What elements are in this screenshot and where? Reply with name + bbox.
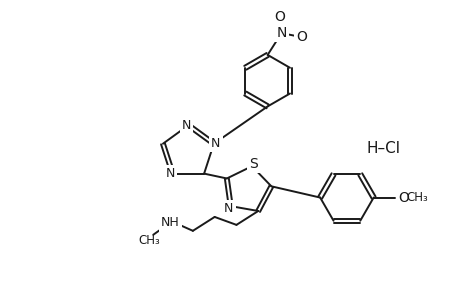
Text: N: N [166,167,175,180]
Text: O: O [295,30,306,44]
Text: O: O [397,190,408,205]
Text: H–Cl: H–Cl [366,140,400,155]
Text: CH₃: CH₃ [138,234,160,247]
Text: S: S [249,157,258,171]
Text: N: N [224,202,233,214]
Text: N: N [211,137,220,150]
Text: N: N [181,119,190,132]
Text: N: N [276,26,286,40]
Text: CH₃: CH₃ [405,191,427,204]
Text: NH: NH [160,216,179,230]
Text: O: O [274,10,285,24]
